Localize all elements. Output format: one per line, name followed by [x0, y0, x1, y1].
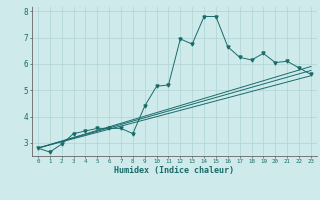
- X-axis label: Humidex (Indice chaleur): Humidex (Indice chaleur): [115, 166, 234, 175]
